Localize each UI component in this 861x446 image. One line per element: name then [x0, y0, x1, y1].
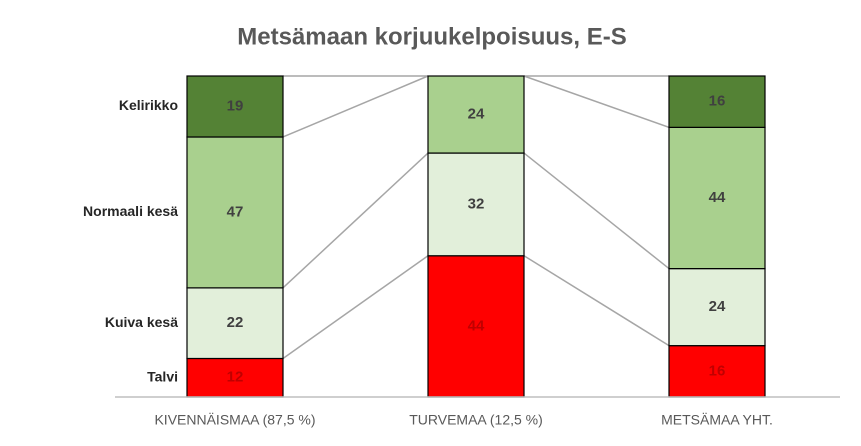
data-label: 47	[227, 203, 244, 220]
series-line	[523, 255, 670, 347]
x-tick-label: METSÄMAA YHT.	[661, 412, 773, 428]
chart-title: Metsämaan korjuukelpoisuus, E-S	[237, 23, 626, 50]
bar-segment	[186, 357, 284, 398]
data-label: 16	[709, 362, 726, 379]
bar-segment	[668, 126, 766, 270]
series-label: Kuiva kesä	[105, 314, 178, 330]
series-label: Normaali kesä	[83, 203, 178, 219]
bar-segment	[186, 75, 284, 138]
bar-segment	[668, 75, 766, 128]
bar-segment	[668, 345, 766, 398]
x-tick-label: KIVENNÄISMAA (87,5 %)	[154, 412, 315, 428]
data-label: 19	[227, 97, 244, 114]
bar-segment	[186, 136, 284, 289]
data-label: 44	[468, 317, 485, 334]
series-label: Kelirikko	[119, 97, 178, 113]
data-label: 22	[227, 314, 244, 331]
bar-segment	[427, 152, 525, 257]
series-line	[523, 75, 670, 129]
series-line	[523, 152, 670, 270]
series-line	[282, 255, 429, 360]
data-label: 32	[468, 195, 485, 212]
data-label: 12	[227, 369, 244, 386]
data-label: 24	[709, 298, 726, 315]
data-label: 16	[709, 93, 726, 110]
bar-segment	[427, 75, 525, 154]
series-line	[282, 152, 429, 289]
bar-segment	[668, 268, 766, 347]
data-label: 44	[709, 189, 726, 206]
series-label: Talvi	[147, 368, 178, 384]
series-line	[282, 75, 429, 138]
data-label: 24	[468, 105, 485, 122]
x-tick-label: TURVEMAA (12,5 %)	[409, 412, 543, 428]
bar-segment	[186, 287, 284, 360]
